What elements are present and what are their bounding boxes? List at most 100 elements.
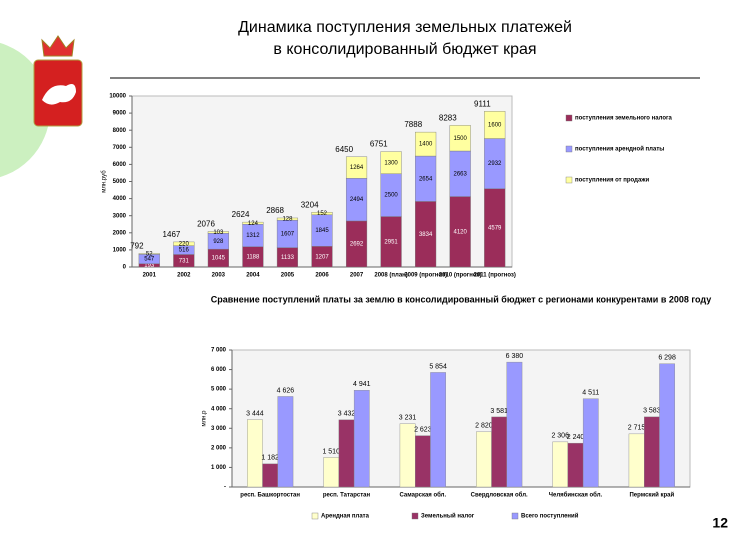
bar-segment [276,217,299,221]
total-label: 1467 [163,230,181,239]
bar [644,416,660,488]
segment-label: 1300 [384,160,398,166]
plot-back [231,349,691,488]
y-tick-label: 7 000 [211,348,227,354]
total-label: 6450 [335,145,353,154]
value-label: 1 182 [261,455,279,462]
y-tick-label: 1000 [113,247,127,253]
value-label: 4 941 [353,381,371,388]
segment-label: 2932 [488,161,502,167]
total-label: 2868 [266,206,284,215]
legend-label: Земельный налог [421,513,475,520]
x-tick-label: 2006 [315,273,329,279]
x-tick-label: респ. Башкортостан [240,493,300,499]
bar-segment [173,241,195,246]
y-tick-label: 2000 [113,230,127,236]
bar-segment [415,131,437,157]
bar [476,431,492,488]
y-axis-label: млн.р [202,410,208,427]
segment-label: 52 [146,251,153,257]
segment-label: 152 [317,211,328,217]
segment-label: 2500 [384,193,398,199]
legend-label: Всего поступлений [521,513,579,520]
value-label: 2 715 [628,425,646,432]
y-tick-label: 1 000 [211,465,227,471]
total-label: 2624 [232,210,250,219]
value-label: 2 240 [567,434,585,441]
bar [338,419,355,488]
x-tick-label: 2002 [177,273,191,279]
y-axis-label: млн.руб [102,170,108,193]
segment-label: 3834 [419,232,433,238]
segment-label: 128 [282,217,293,223]
bar [277,396,294,488]
bar [247,419,263,488]
value-label: 3 231 [399,415,417,422]
legend-label: поступления от продажи [575,178,650,184]
bar [430,372,446,488]
legend-swatch [565,176,573,184]
segment-label: 1500 [454,136,468,142]
legend-swatch [411,512,419,520]
bar-segment [311,212,333,216]
bar [506,361,523,488]
y-tick-label: 4000 [113,196,127,202]
legend-swatch [565,114,573,122]
bar [582,398,599,488]
y-tick-label: 6 000 [211,367,227,373]
chart-title: Сравнение поступлений платы за землю в к… [211,294,711,304]
segment-label: 1264 [350,165,364,171]
bar [415,435,431,488]
segment-label: 2663 [454,171,468,177]
bar [353,390,370,488]
value-label: 4 511 [582,390,599,397]
x-tick-label: 2001 [143,273,157,279]
bar [552,441,569,488]
segment-label: 193 [144,263,155,269]
x-tick-label: 2007 [350,273,364,279]
x-tick-label: Челябинская обл. [549,492,603,499]
total-label: 2076 [197,220,215,229]
legend-swatch [511,512,519,520]
value-label: 4 626 [277,387,295,394]
value-label: 3 581 [490,408,508,415]
segment-label: 1600 [488,122,502,128]
coat-of-arms [33,35,83,127]
x-tick-label: респ. Татарстан [323,493,371,499]
segment-label: 1400 [419,142,433,148]
value-label: 3 583 [643,408,661,415]
bar-segment [345,156,368,179]
legend-label: Арендная плата [321,514,370,520]
segment-label: 1188 [246,254,260,260]
segment-label: 4579 [488,225,502,231]
x-tick-label: Самарская обл. [400,492,447,499]
segment-label: 2494 [350,197,364,203]
y-tick-label: 8000 [113,128,127,134]
y-tick-label: 7000 [113,145,127,151]
segment-label: 928 [213,239,224,245]
total-label: 6751 [370,140,388,149]
x-tick-label: Свердловская обл. [471,492,528,499]
total-label: 9111 [474,99,491,108]
y-tick-label: 3000 [113,213,127,219]
segment-label: 1845 [315,228,329,234]
segment-label: 103 [213,230,224,236]
x-tick-label: 2009 (прогноз) [404,273,447,279]
y-tick-label: 10000 [109,94,126,100]
bar [567,442,584,488]
segment-label: 547 [144,257,155,263]
x-tick-label: 2008 (план) [374,273,407,279]
slide-title: Динамика поступления земельных платежей в… [238,19,572,58]
segment-label: 2692 [350,242,364,248]
y-tick-label: 6000 [113,162,127,168]
x-tick-label: 2010 (прогноз) [439,273,482,279]
segment-label: 1133 [281,255,295,261]
bar-segment [207,231,229,234]
x-tick-label: 2004 [246,273,260,279]
bar-segment [138,253,160,255]
segment-label: 124 [248,221,259,227]
y-tick-label: 3 000 [211,426,227,432]
bar-segment [449,125,471,152]
legend-swatch [565,145,573,153]
